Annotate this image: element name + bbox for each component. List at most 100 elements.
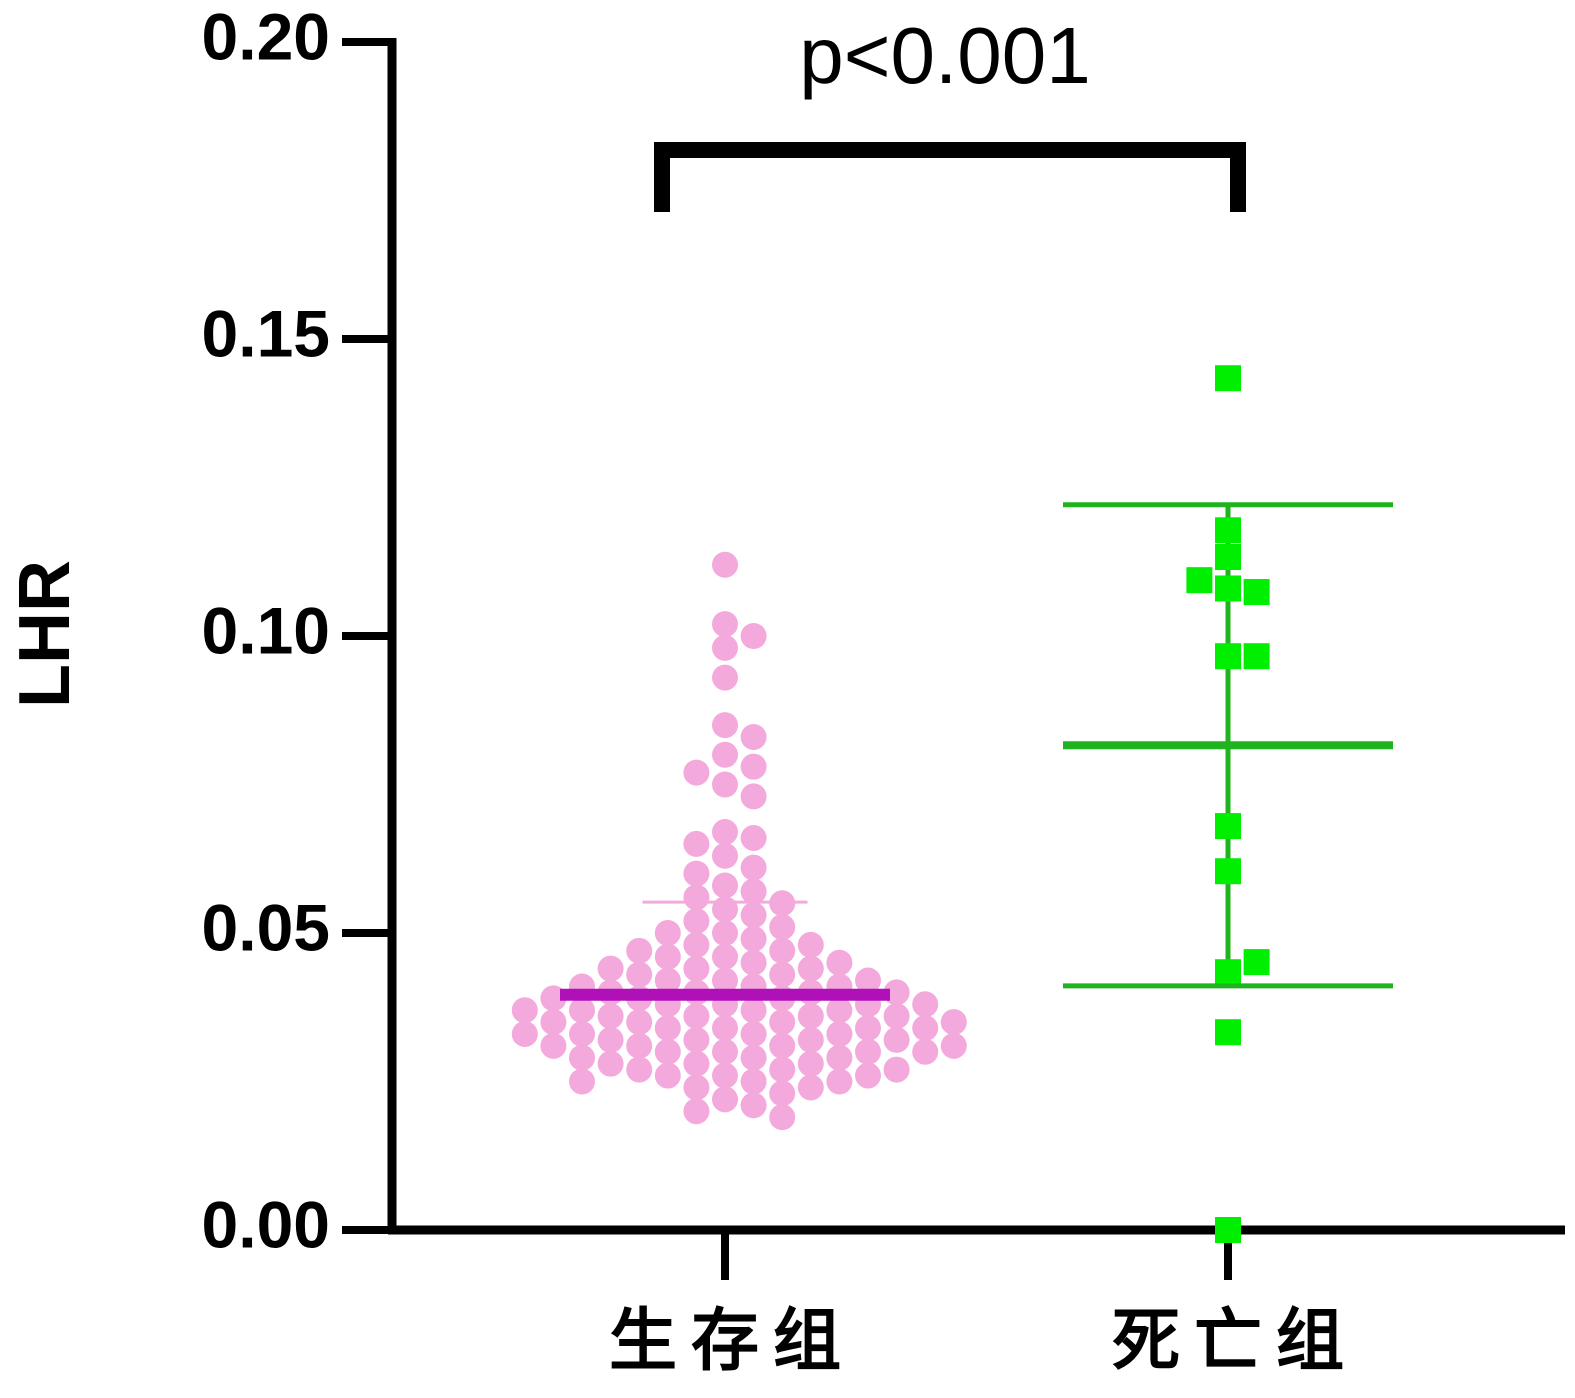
data-point xyxy=(597,1050,624,1077)
data-point xyxy=(826,1044,853,1071)
data-point xyxy=(712,896,738,923)
data-point xyxy=(683,830,710,857)
data-point xyxy=(511,997,538,1024)
data-point xyxy=(654,1015,681,1042)
data-point xyxy=(712,664,738,691)
data-point xyxy=(712,943,738,970)
data-point xyxy=(740,925,767,952)
data-point xyxy=(1215,1217,1241,1243)
data-point xyxy=(540,985,567,1012)
data-point xyxy=(912,1038,939,1065)
data-point xyxy=(712,872,738,899)
data-point xyxy=(1215,1019,1241,1046)
data-point xyxy=(883,1003,910,1030)
data-point xyxy=(797,1026,824,1053)
annotation: p<0.001 xyxy=(799,11,1090,100)
data-point xyxy=(883,1026,910,1053)
data-point xyxy=(740,902,767,929)
data-point xyxy=(740,824,767,851)
data-point xyxy=(511,1020,538,1047)
data-point xyxy=(712,842,738,869)
data-point xyxy=(540,1009,567,1036)
data-point xyxy=(740,878,767,905)
data-point xyxy=(797,1003,824,1030)
data-point xyxy=(654,967,681,994)
data-point xyxy=(1243,579,1270,606)
data-point xyxy=(683,931,710,958)
y-tick-label: 0.15 xyxy=(202,296,330,370)
data-point xyxy=(826,1020,853,1047)
x-tick-label: 死亡组 xyxy=(1112,1303,1358,1379)
data-point xyxy=(683,955,710,982)
data-point xyxy=(683,884,710,911)
data-point xyxy=(712,1038,738,1065)
y-tick-label: 0.05 xyxy=(202,890,330,964)
data-point xyxy=(740,753,767,780)
data-point xyxy=(712,1086,738,1113)
data-point xyxy=(712,920,738,946)
data-point xyxy=(883,1056,910,1083)
y-axis-label: LHR xyxy=(5,560,85,708)
y-tick-label: 0.10 xyxy=(202,593,330,667)
data-point xyxy=(626,1032,653,1059)
data-point xyxy=(1215,575,1241,602)
y-tick-label: 0.00 xyxy=(202,1187,330,1261)
data-point xyxy=(769,1104,796,1131)
data-point xyxy=(597,1003,624,1030)
data-point xyxy=(654,1062,681,1089)
data-point xyxy=(654,1038,681,1065)
data-point xyxy=(712,634,738,661)
data-point xyxy=(654,943,681,970)
data-point xyxy=(1243,643,1270,670)
data-point xyxy=(797,931,824,958)
x-tick-label: 生存组 xyxy=(609,1303,855,1379)
data-point xyxy=(769,1080,796,1107)
data-point xyxy=(712,819,738,846)
data-point xyxy=(1215,365,1241,392)
data-point xyxy=(1215,517,1241,544)
data-point xyxy=(683,1098,710,1125)
data-point xyxy=(683,1003,710,1030)
data-point xyxy=(1186,567,1213,594)
data-point xyxy=(683,759,710,786)
data-point xyxy=(769,1056,796,1083)
data-point xyxy=(740,1044,767,1071)
data-point xyxy=(912,1015,939,1042)
data-point xyxy=(740,997,767,1024)
data-point xyxy=(740,623,767,649)
data-point xyxy=(797,1074,824,1101)
data-point xyxy=(569,1020,595,1047)
data-point xyxy=(683,1050,710,1077)
data-point xyxy=(912,991,939,1018)
data-point xyxy=(797,1050,824,1077)
data-point xyxy=(769,937,796,964)
data-point xyxy=(712,1062,738,1089)
data-point xyxy=(569,1044,595,1071)
data-point xyxy=(683,1026,710,1053)
data-point xyxy=(712,967,738,994)
data-point xyxy=(740,1068,767,1095)
data-point xyxy=(597,1026,624,1053)
data-point xyxy=(569,997,595,1024)
data-point xyxy=(769,1009,796,1036)
data-point xyxy=(740,783,767,810)
data-point xyxy=(740,1092,767,1119)
data-point xyxy=(740,723,767,750)
data-point xyxy=(569,1068,595,1095)
data-point xyxy=(540,1032,567,1059)
data-point xyxy=(654,920,681,946)
data-point xyxy=(855,1038,881,1065)
data-point xyxy=(1215,959,1241,986)
data-point xyxy=(1215,858,1241,885)
data-point xyxy=(855,1015,881,1042)
data-point xyxy=(740,949,767,976)
data-point xyxy=(769,961,796,988)
data-point xyxy=(769,1032,796,1059)
data-point xyxy=(855,967,881,994)
data-point xyxy=(712,771,738,798)
data-point xyxy=(740,854,767,881)
data-point xyxy=(1215,543,1241,570)
data-point xyxy=(769,914,796,941)
data-point xyxy=(712,551,738,578)
